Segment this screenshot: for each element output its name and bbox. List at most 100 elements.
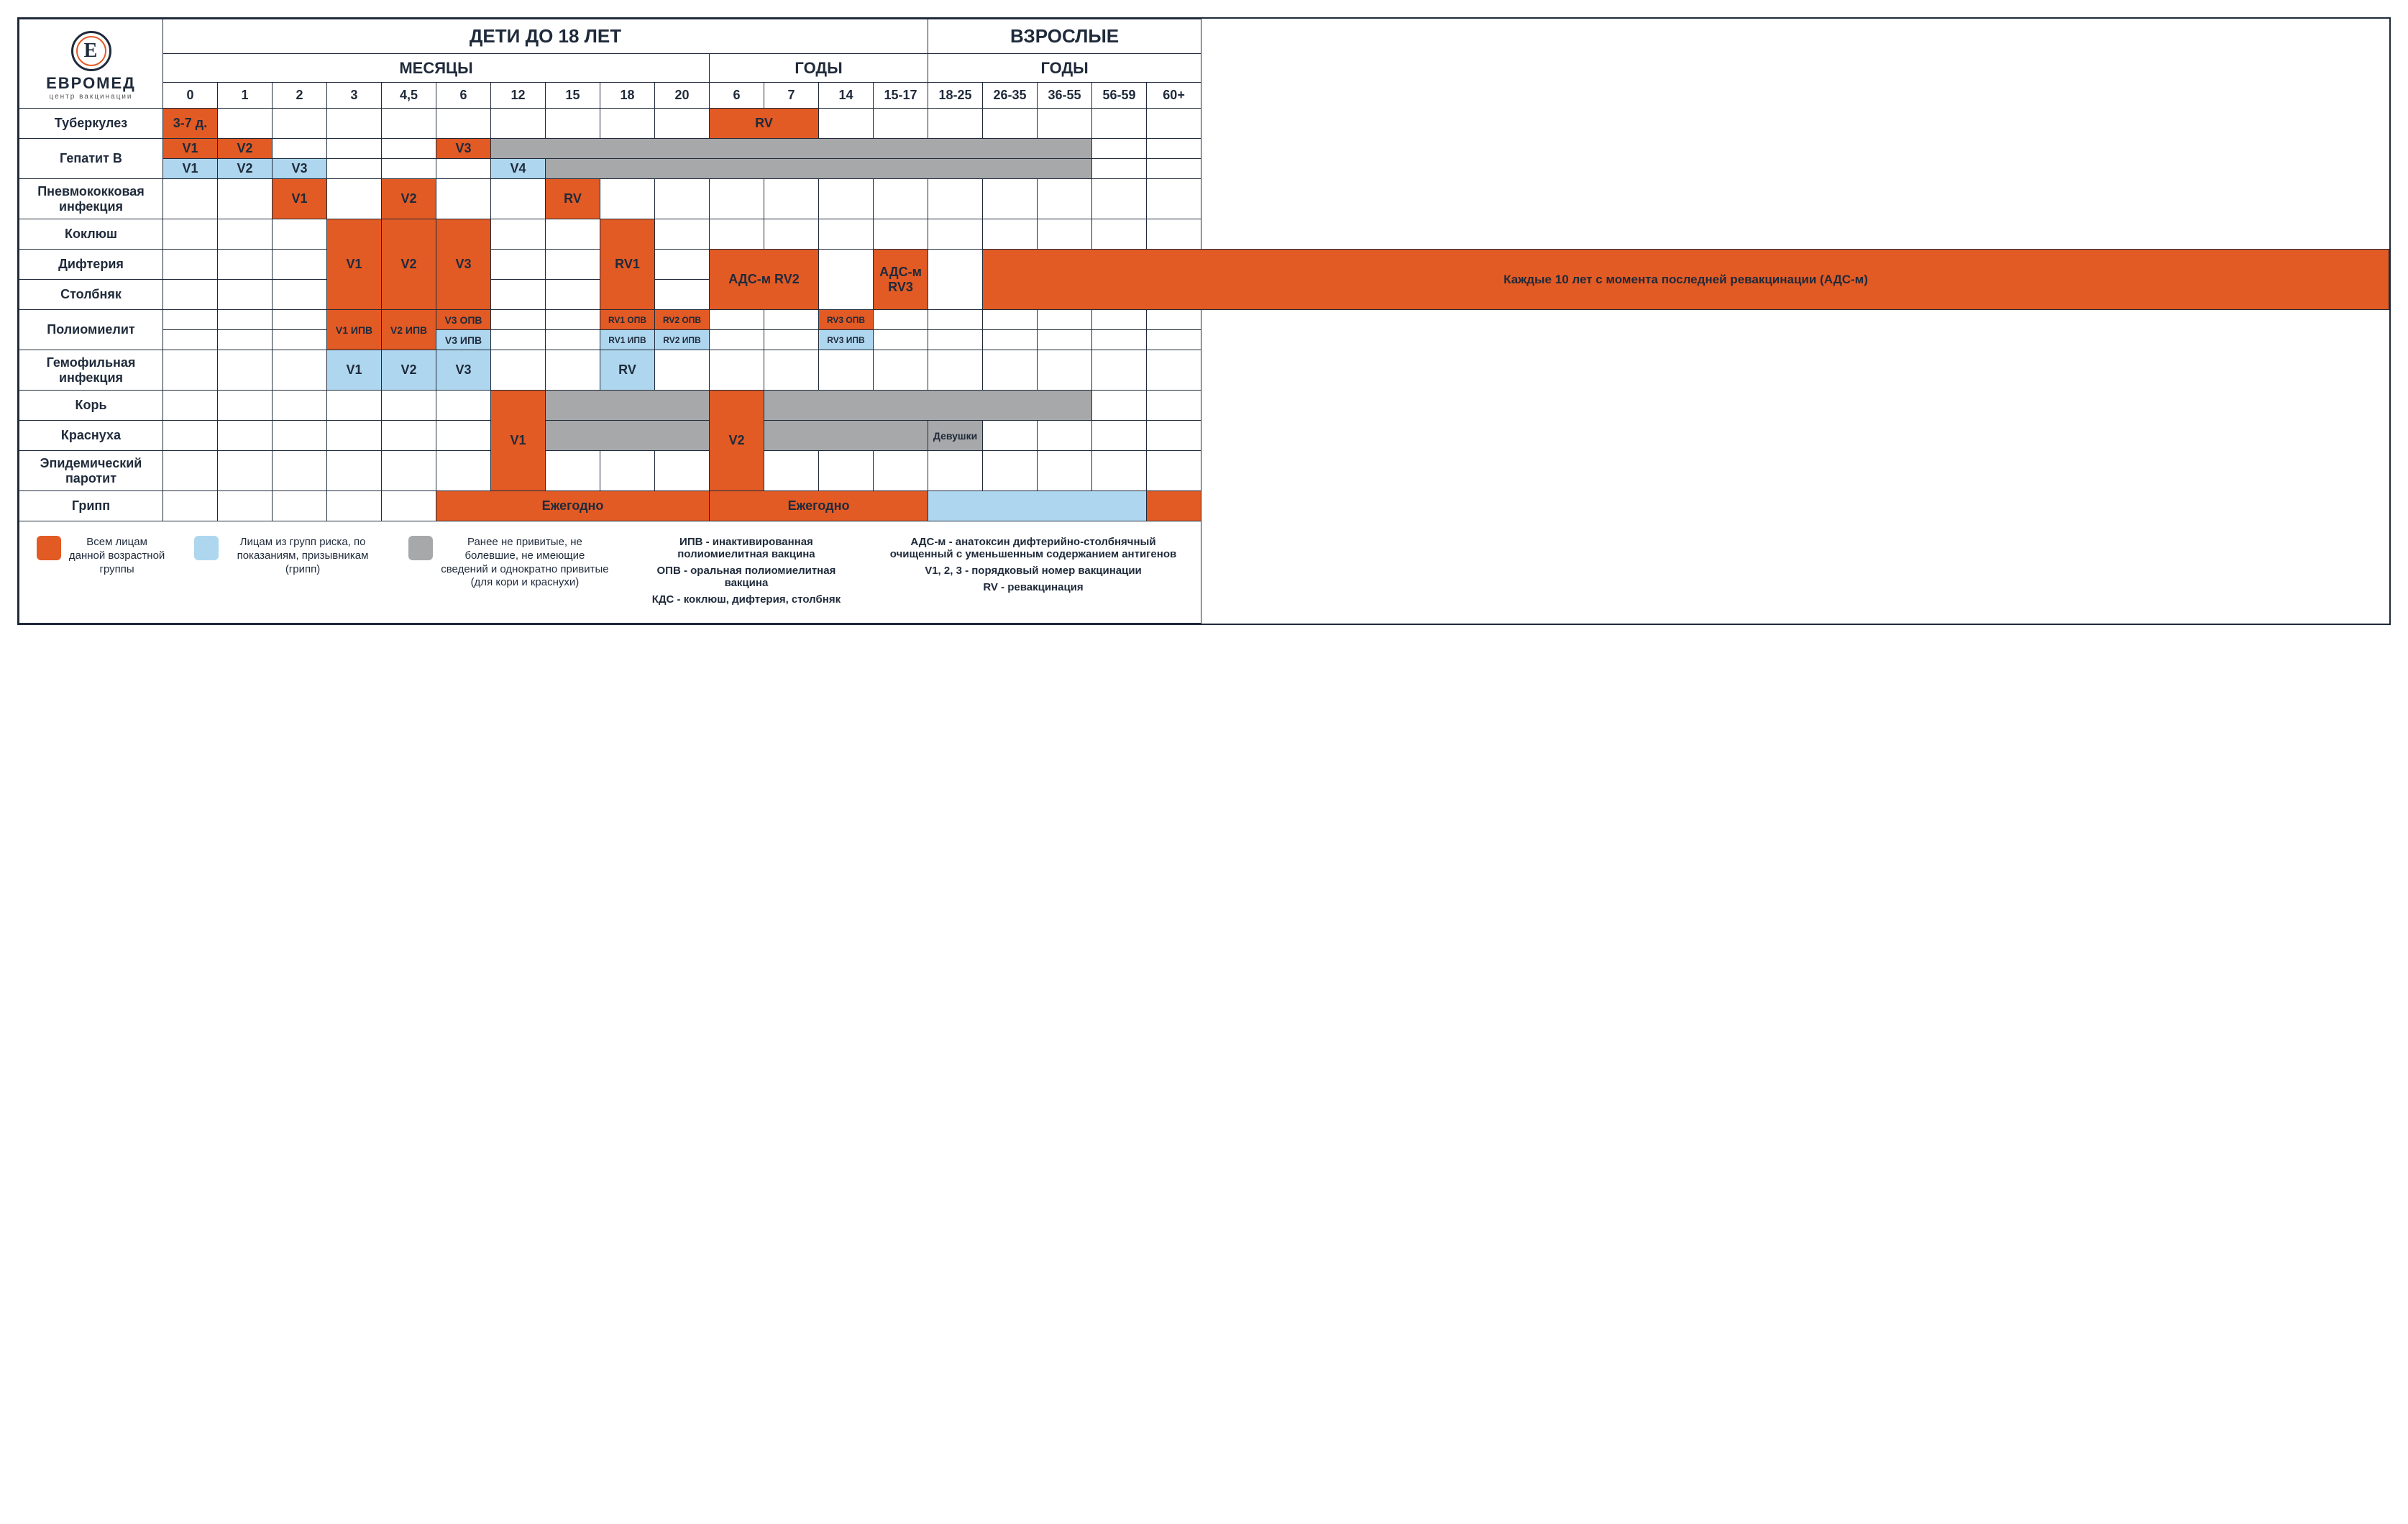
header-years-adults: ГОДЫ — [928, 54, 1201, 83]
hepb-b-v2: V2 — [218, 159, 273, 179]
schedule-table: E ЕВРОМЕД центр вакцинации ДЕТИ ДО 18 ЛЕ… — [19, 19, 2389, 624]
label-pert: Коклюш — [19, 219, 163, 250]
row-hepb-b: V1 V2 V3 V4 — [19, 159, 2389, 179]
row-rub: Краснуха Девушки — [19, 421, 2389, 451]
col-11: 7 — [764, 83, 819, 109]
polio-rv1o: RV1 ОПВ — [600, 310, 655, 330]
col-9: 20 — [655, 83, 710, 109]
defs-col1: ИПВ - инактивированная полиомиелитная ва… — [638, 536, 854, 606]
legend-blue-text: Лицам из групп риска, по показаниям, при… — [226, 536, 380, 576]
def-kds-v: коклюш, дифтерия, столбняк — [684, 593, 841, 606]
def-opv-v: оральная полиомиелитная вакцина — [690, 565, 836, 589]
row-pert: Коклюш V1 V2 V3 RV1 — [19, 219, 2389, 250]
col-6: 12 — [491, 83, 546, 109]
hepb-a-v2: V2 — [218, 139, 273, 159]
polio-v3o: V3 ОПВ — [436, 310, 491, 330]
rub-girls: Девушки — [928, 421, 983, 451]
logo-letter: E — [84, 40, 99, 63]
meas-gray2 — [764, 391, 1092, 421]
legend-orange: Всем лицам данной возрастной группы — [37, 536, 165, 576]
logo-icon: E — [71, 31, 111, 71]
label-diph: Дифтерия — [19, 250, 163, 280]
col-14: 18-25 — [928, 83, 983, 109]
defs-col2: АДС-м - анатоксин дифтерийно-столбнячный… — [883, 536, 1184, 593]
tub-rv: RV — [710, 109, 819, 139]
legend-gray-text: Ранее не привитые, не болевшие, не имеющ… — [440, 536, 610, 590]
pneu-rv: RV — [546, 179, 600, 219]
row-tub: Туберкулез 3-7 д. RV — [19, 109, 2389, 139]
label-mumps: Эпидемический паротит — [19, 451, 163, 491]
dtp-v2: V2 — [382, 219, 436, 310]
label-tub: Туберкулез — [19, 109, 163, 139]
row-pneu: Пневмококковая инфекция V1 V2 RV — [19, 179, 2389, 219]
vaccination-schedule: E ЕВРОМЕД центр вакцинации ДЕТИ ДО 18 ЛЕ… — [17, 17, 2391, 625]
polio-rv3b: RV3 ИПВ — [819, 330, 874, 350]
polio-v1: V1 ИПВ — [327, 310, 382, 350]
label-rub: Краснуха — [19, 421, 163, 451]
row-flu: Грипп Ежегодно Ежегодно — [19, 491, 2389, 521]
polio-v2: V2 ИПВ — [382, 310, 436, 350]
pneu-v1: V1 — [273, 179, 327, 219]
legend-blue: Лицам из групп риска, по показаниям, при… — [194, 536, 380, 576]
label-meas: Корь — [19, 391, 163, 421]
hib-v2: V2 — [382, 350, 436, 391]
def-opv-k: ОПВ - — [657, 565, 687, 577]
hepb-b-v4: V4 — [491, 159, 546, 179]
dtp-v3: V3 — [436, 219, 491, 310]
hepb-b-v3: V3 — [273, 159, 327, 179]
col-7: 15 — [546, 83, 600, 109]
hepb-a-v1: V1 — [163, 139, 218, 159]
hepb-a-v3: V3 — [436, 139, 491, 159]
def-rv-k: RV - — [983, 581, 1004, 593]
pneu-v2: V2 — [382, 179, 436, 219]
legend-orange-text: Всем лицам данной возрастной группы — [68, 536, 165, 576]
rub-gray1 — [546, 421, 710, 451]
meas-gray1 — [546, 391, 710, 421]
label-tet: Столбняк — [19, 280, 163, 310]
flu-60 — [1147, 491, 1201, 521]
col-8: 18 — [600, 83, 655, 109]
def-kds-k: КДС - — [652, 593, 681, 606]
mmr-v2: V2 — [710, 391, 764, 491]
hib-v1: V1 — [327, 350, 382, 391]
col-2: 2 — [273, 83, 327, 109]
polio-rv2b: RV2 ИПВ — [655, 330, 710, 350]
def-ads-k: АДС-м - — [910, 536, 952, 548]
col-16: 36-55 — [1038, 83, 1092, 109]
col-15: 26-35 — [983, 83, 1038, 109]
label-hepb: Гепатит В — [19, 139, 163, 179]
logo-cell: E ЕВРОМЕД центр вакцинации — [19, 19, 163, 109]
rub-gray2 — [764, 421, 928, 451]
header-months: МЕСЯЦЫ — [163, 54, 710, 83]
row-hib: Гемофильная инфекция V1 V2 V3 RV — [19, 350, 2389, 391]
header-adults: ВЗРОСЛЫЕ — [928, 19, 1201, 54]
ads-adult: Каждые 10 лет с момента последней ревакц… — [983, 250, 2389, 310]
def-ipv-k: ИПВ - — [679, 536, 710, 548]
swatch-blue-icon — [194, 536, 219, 560]
hepb-b-v1: V1 — [163, 159, 218, 179]
hepb-a-gray — [491, 139, 1092, 159]
ads-rv3: АДС-м RV3 — [874, 250, 928, 310]
dtp-v1: V1 — [327, 219, 382, 310]
col-3: 3 — [327, 83, 382, 109]
label-pneu: Пневмококковая инфекция — [19, 179, 163, 219]
label-polio: Полиомиелит — [19, 310, 163, 350]
row-hepb-a: Гепатит В V1 V2 V3 — [19, 139, 2389, 159]
col-5: 6 — [436, 83, 491, 109]
tub-0: 3-7 д. — [163, 109, 218, 139]
col-10: 6 — [710, 83, 764, 109]
polio-v3b: V3 ИПВ — [436, 330, 491, 350]
def-rv-v: ревакцинация — [1007, 581, 1083, 593]
row-meas: Корь V1 V2 — [19, 391, 2389, 421]
polio-rv1b: RV1 ИПВ — [600, 330, 655, 350]
dtp-rv1: RV1 — [600, 219, 655, 310]
label-flu: Грипп — [19, 491, 163, 521]
legend: Всем лицам данной возрастной группы Лица… — [19, 521, 1201, 623]
def-v123-v: порядковый номер вакцинации — [971, 565, 1142, 577]
hib-rv: RV — [600, 350, 655, 391]
swatch-gray-icon — [408, 536, 433, 560]
flu-ann2: Ежегодно — [710, 491, 928, 521]
swatch-orange-icon — [37, 536, 61, 560]
ads-rv2: АДС-м RV2 — [710, 250, 819, 310]
header-kids: ДЕТИ ДО 18 ЛЕТ — [163, 19, 928, 54]
